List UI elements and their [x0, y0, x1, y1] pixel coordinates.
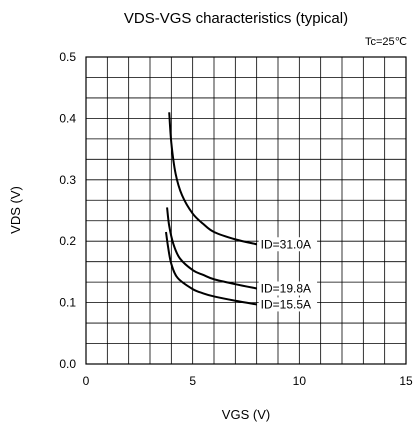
y-tick-label: 0.3 [59, 173, 76, 187]
series-label-background [258, 297, 318, 312]
series-label-background [258, 237, 318, 252]
chart-title: VDS-VGS characteristics (typical) [124, 10, 348, 27]
x-axis-label: VGS (V) [222, 407, 270, 422]
series-group: ID=31.0A ID=19.8A ID=15.5A [165, 112, 318, 312]
x-tick-label: 0 [83, 374, 90, 388]
x-tick-label: 10 [293, 374, 307, 388]
y-tick-label: 0.0 [59, 357, 76, 371]
x-tick-label: 15 [399, 374, 413, 388]
series-line [168, 112, 257, 246]
series-label-background [258, 281, 318, 296]
series-line [165, 231, 257, 306]
temperature-condition: Tc=25℃ [365, 36, 407, 48]
y-tick-label: 0.1 [59, 296, 76, 310]
y-tick-label: 0.2 [59, 234, 76, 248]
y-tick-label: 0.4 [59, 111, 76, 125]
x-tick-label: 5 [189, 374, 196, 388]
y-tick-label: 0.5 [59, 50, 76, 64]
gridlines [86, 57, 406, 364]
y-axis-label: VDS (V) [8, 186, 23, 234]
plot-frame [85, 56, 407, 365]
tick-labels: 0 5 10 15 0.0 0.1 0.2 0.3 0.4 0.5 [59, 50, 413, 388]
series-label: ID=19.8A [261, 281, 311, 295]
series-line [166, 207, 257, 290]
series-label: ID=15.5A [261, 297, 311, 311]
series-label: ID=31.0A [261, 237, 311, 251]
